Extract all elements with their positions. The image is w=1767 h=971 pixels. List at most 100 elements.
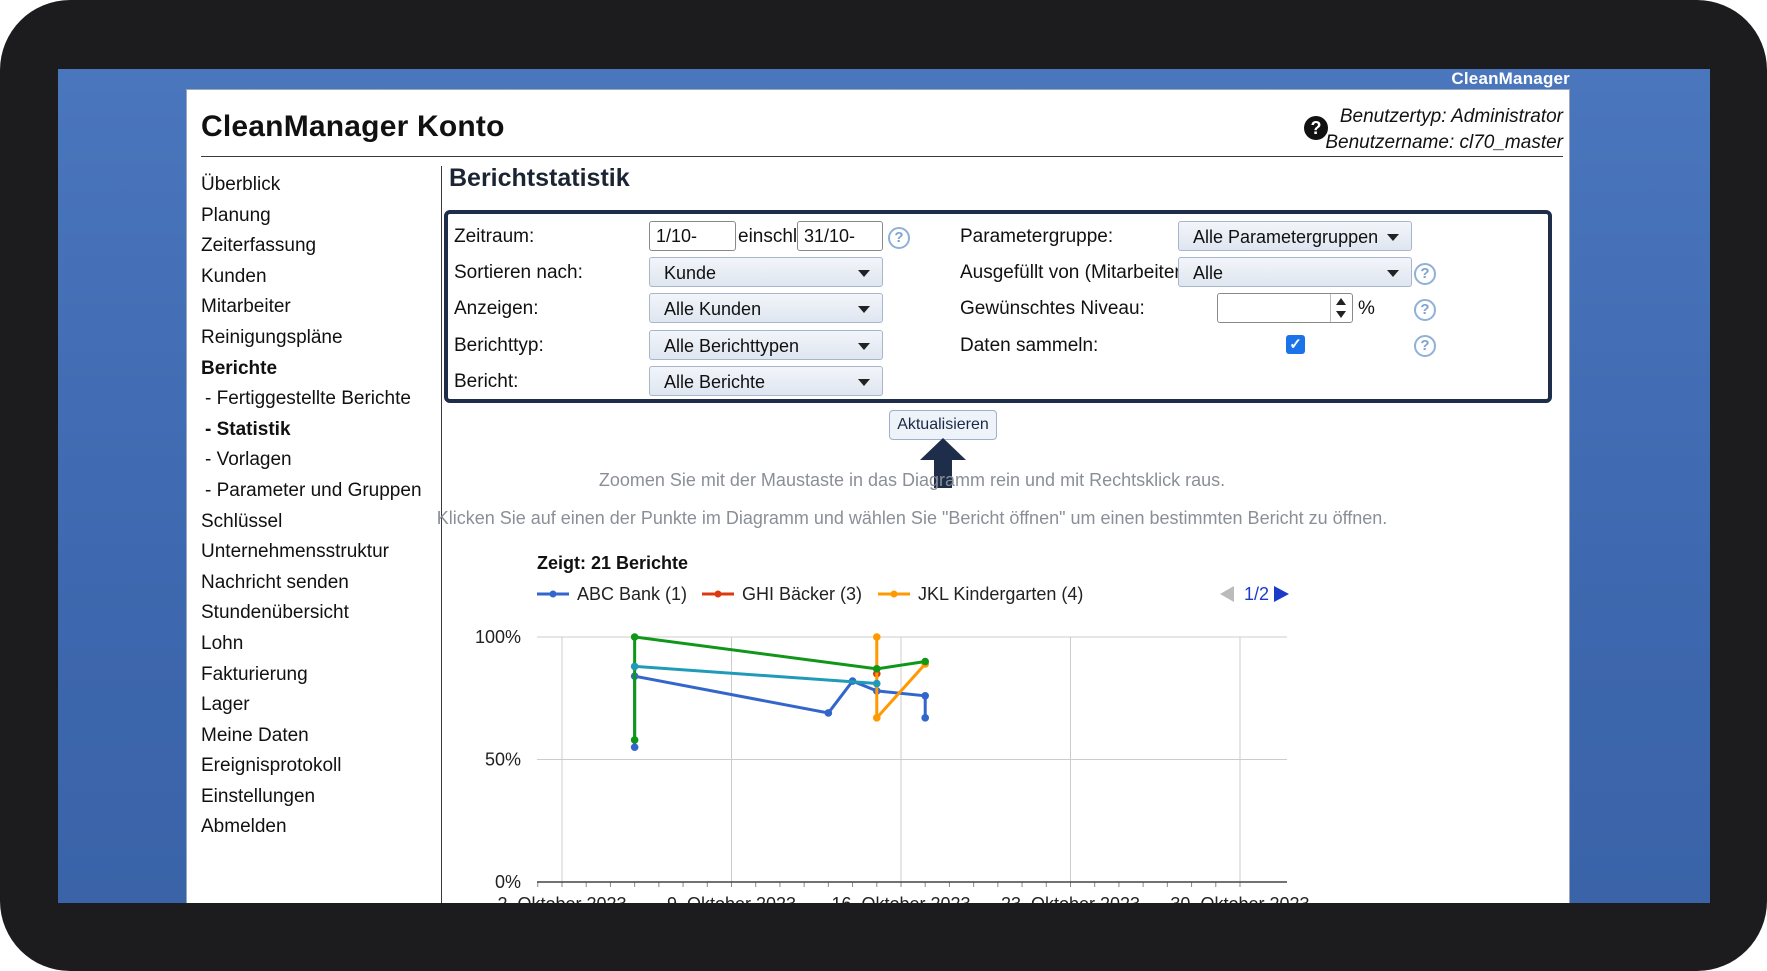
x-tick-label: 23. Oktober 2023	[1001, 894, 1140, 903]
sidebar-item[interactable]: Lager	[201, 694, 250, 716]
anzeigen-select[interactable]: Alle Kunden	[649, 293, 883, 323]
sortieren-select[interactable]: Kunde	[649, 257, 883, 287]
bericht-select[interactable]: Alle Berichte	[649, 366, 883, 396]
click-hint: Klicken Sie auf einen der Punkte im Diag…	[436, 508, 1388, 528]
data-point[interactable]	[872, 633, 881, 641]
chevron-down-icon	[1387, 234, 1399, 241]
sidebar-item[interactable]: Nachricht senden	[201, 571, 349, 593]
data-point[interactable]	[872, 665, 881, 673]
date-from-input[interactable]: 1/10-2023	[649, 221, 736, 274]
prev-page-icon[interactable]	[1220, 586, 1234, 602]
data-point[interactable]	[630, 736, 639, 744]
report-statistics-chart[interactable]: Zeigt: 21 Berichte ABC Bank (1) GHI Bäcke…	[467, 550, 1367, 903]
help-icon[interactable]: ?	[1414, 335, 1436, 357]
arrow-up-icon	[920, 438, 966, 488]
legend-entry[interactable]: JKL Kindergarten (4)	[918, 584, 1083, 604]
chevron-down-icon	[1387, 270, 1399, 277]
sidebar-item[interactable]: - Vorlagen	[205, 449, 292, 471]
einschl-label: einschl.	[738, 226, 803, 247]
page-title: CleanManager Konto	[201, 110, 505, 143]
y-tick-label: 0%	[495, 872, 521, 892]
sidebar-item[interactable]: Mitarbeiter	[201, 296, 291, 318]
help-icon[interactable]: ?	[1304, 116, 1328, 140]
ausgefuellt-label: Ausgefüllt von (Mitarbeiter):	[960, 262, 1193, 283]
legend-swatch-dot	[549, 590, 557, 598]
ausgefuellt-value: Alle	[1193, 263, 1224, 283]
berichttyp-select[interactable]: Alle Berichttypen	[649, 330, 883, 360]
zoom-hint: Zoomen Sie mit der Maustaste in das Diag…	[598, 470, 1226, 490]
help-icon[interactable]: ?	[888, 227, 910, 249]
legend-pager: 1/2	[1244, 584, 1269, 604]
sidebar-item[interactable]: Überblick	[201, 174, 281, 195]
header-divider	[201, 156, 1563, 157]
sidebar-item[interactable]: Schlüssel	[201, 510, 283, 532]
desktop-background: CleanManager CleanManager Konto ? Benutz…	[58, 69, 1710, 903]
sortieren-value: Kunde	[664, 263, 717, 283]
sidebar-item[interactable]: Fakturierung	[201, 663, 308, 685]
data-point[interactable]	[824, 709, 833, 717]
data-point[interactable]	[921, 657, 930, 666]
sidebar-divider	[441, 166, 442, 903]
parametergruppe-select[interactable]: Alle Parametergruppen	[1178, 221, 1412, 251]
y-tick-label: 100%	[475, 627, 521, 647]
chevron-down-icon	[858, 306, 870, 313]
daten-label: Daten sammeln:	[960, 335, 1099, 356]
sidebar-item[interactable]: Abmelden	[201, 816, 287, 838]
data-point[interactable]	[630, 743, 639, 752]
ausgefuellt-select[interactable]: Alle	[1178, 257, 1412, 287]
berichttyp-value: Alle Berichttypen	[664, 336, 800, 356]
chart-title: Zeigt: 21 Berichte	[537, 553, 688, 573]
data-point[interactable]	[921, 714, 930, 722]
chevron-down-icon	[858, 379, 870, 386]
legend-swatch-dot	[714, 590, 722, 598]
sidebar-item[interactable]: Berichte	[201, 357, 278, 379]
brand-label: CleanManager	[1451, 69, 1570, 88]
x-tick-label: 9. Oktober 2023	[667, 894, 796, 903]
sidebar-item[interactable]: Meine Daten	[201, 724, 309, 746]
user-info: Benutzertyp: Administrator Benutzername:…	[1325, 104, 1563, 156]
niveau-stepper[interactable]	[1330, 294, 1353, 322]
bericht-label: Bericht:	[454, 371, 519, 392]
zeitraum-label: Zeitraum:	[454, 226, 535, 247]
data-point[interactable]	[630, 633, 639, 641]
sidebar-item[interactable]: - Statistik	[205, 418, 291, 440]
sidebar-item[interactable]: - Fertiggestellte Berichte	[205, 388, 411, 410]
parametergruppe-label: Parametergruppe:	[960, 226, 1114, 247]
legend-swatch-dot	[890, 590, 898, 598]
date-to-input[interactable]: 31/10-2023	[797, 221, 883, 274]
bericht-value: Alle Berichte	[664, 372, 766, 392]
sidebar-item[interactable]: Einstellungen	[201, 785, 316, 807]
sidebar-item[interactable]: Ereignisprotokoll	[201, 755, 342, 777]
sidebar-item[interactable]: Kunden	[201, 265, 267, 287]
data-point[interactable]	[872, 714, 881, 722]
percent-label: %	[1358, 298, 1375, 319]
sidebar-item[interactable]: Stundenübersicht	[201, 602, 349, 624]
chevron-down-icon[interactable]	[1336, 311, 1346, 318]
series-line	[634, 664, 877, 686]
data-point[interactable]	[630, 662, 639, 671]
data-point[interactable]	[872, 679, 881, 688]
sidebar-item[interactable]: Zeiterfassung	[201, 235, 317, 257]
sidebar-item[interactable]: Unternehmensstruktur	[201, 541, 389, 563]
legend-entry[interactable]: GHI Bäcker (3)	[742, 584, 862, 604]
legend-entry[interactable]: ABC Bank (1)	[577, 584, 687, 604]
help-icon[interactable]: ?	[1414, 299, 1436, 321]
sidebar-item[interactable]: Planung	[201, 204, 271, 226]
chevron-up-icon[interactable]	[1336, 298, 1346, 305]
chevron-down-icon	[858, 270, 870, 277]
sidebar-item[interactable]: Reinigungspläne	[201, 326, 343, 348]
parametergruppe-value: Alle Parametergruppen	[1193, 227, 1379, 247]
sidebar-item[interactable]: - Parameter und Gruppen	[205, 479, 422, 501]
chevron-down-icon	[858, 343, 870, 350]
sortieren-label: Sortieren nach:	[454, 262, 583, 283]
sidebar-item[interactable]: Lohn	[201, 632, 244, 654]
help-icon[interactable]: ?	[1414, 263, 1436, 285]
anzeigen-value: Alle Kunden	[664, 299, 762, 319]
series-line	[633, 635, 926, 740]
data-point[interactable]	[921, 692, 930, 700]
next-page-icon[interactable]	[1274, 586, 1289, 602]
user-name: Benutzername: cl70_master	[1325, 132, 1563, 153]
x-tick-label: 16. Oktober 2023	[831, 894, 970, 903]
update-button[interactable]: Aktualisieren	[889, 410, 997, 440]
daten-checkbox[interactable]: ✓	[1286, 335, 1305, 354]
